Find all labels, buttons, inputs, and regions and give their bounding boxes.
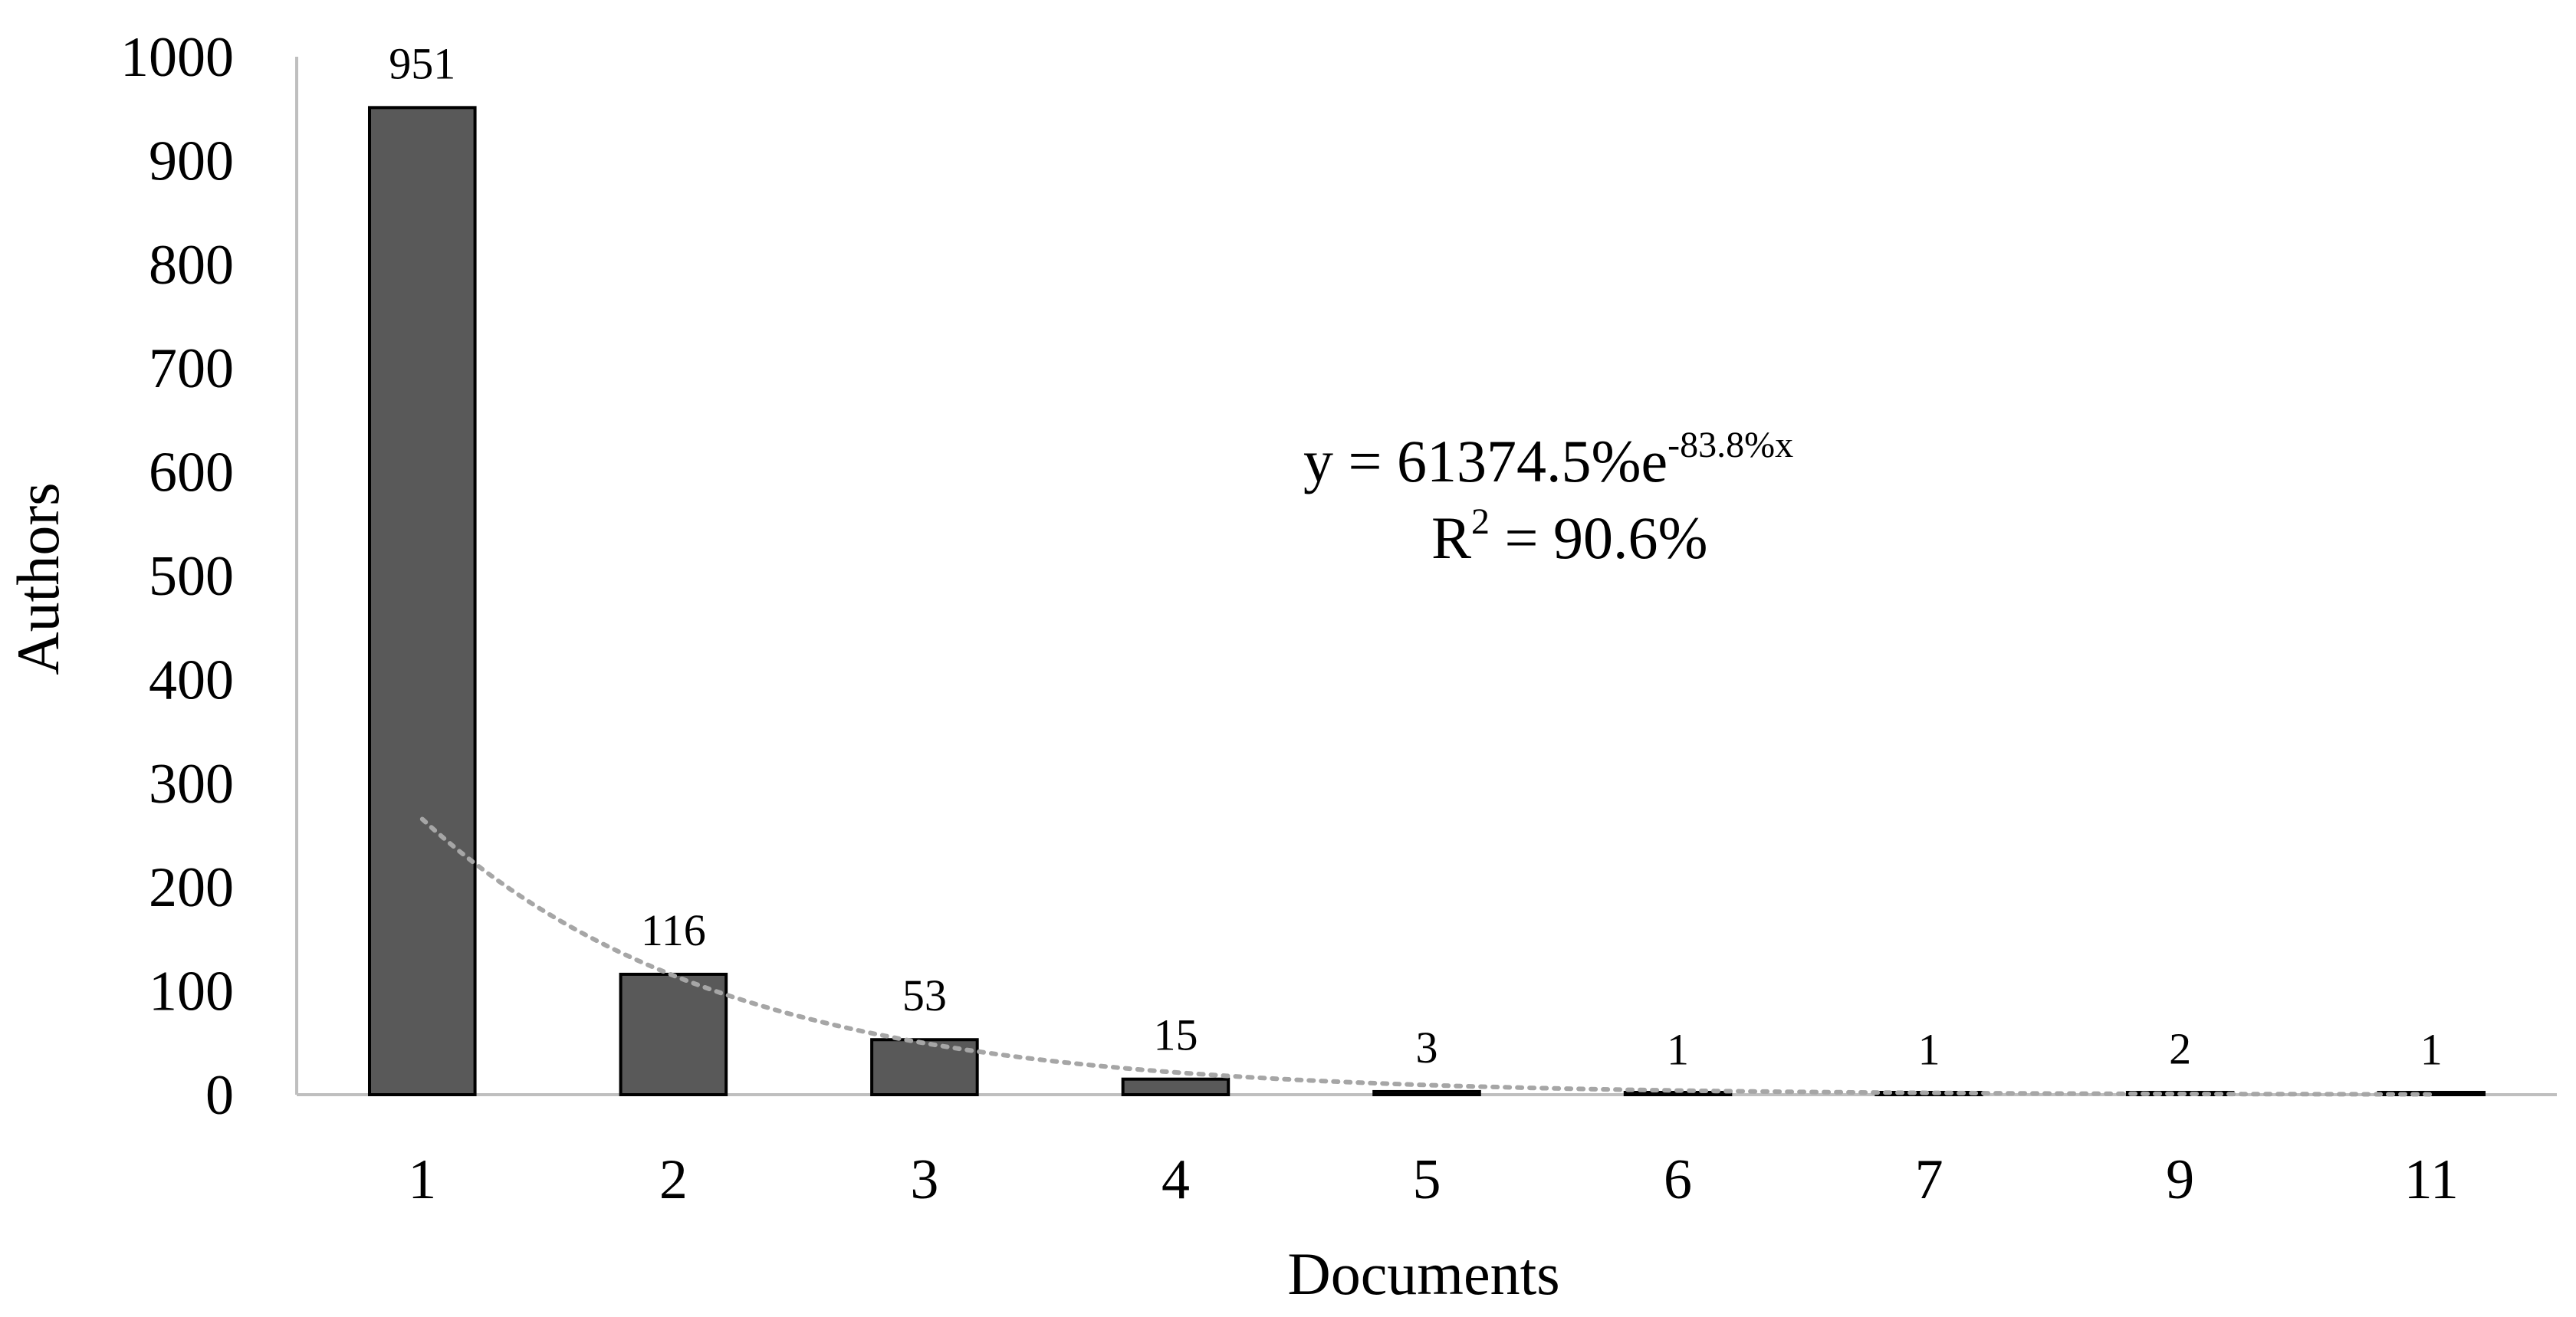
trendline-equation-main: y = 61374.5%e xyxy=(1303,428,1668,494)
bar-data-label: 15 xyxy=(1153,1010,1198,1060)
y-tick-label: 700 xyxy=(149,337,234,400)
x-tick-label: 3 xyxy=(910,1148,938,1211)
x-tick-label: 2 xyxy=(659,1148,688,1211)
y-tick-label: 0 xyxy=(205,1064,234,1127)
x-tick-label: 1 xyxy=(408,1148,436,1211)
trendline-equation: y = 61374.5%e-83.8%x xyxy=(1303,425,1793,494)
bars xyxy=(367,106,2486,1097)
y-tick-label: 900 xyxy=(149,130,234,192)
y-tick-label: 500 xyxy=(149,545,234,608)
x-tick-label: 4 xyxy=(1162,1148,1190,1211)
y-axis-title: Authors xyxy=(5,482,71,675)
data-labels: 951 116 53 15 3 1 1 2 1 xyxy=(389,38,2442,1074)
trendline-r-squared: R2 = 90.6% xyxy=(1431,501,1708,571)
trendline-group xyxy=(419,816,2434,1097)
y-tick-label: 1000 xyxy=(120,26,234,89)
bar-data-label: 1 xyxy=(1918,1025,1940,1075)
x-axis-title: Documents xyxy=(1287,1240,1559,1307)
x-tick-label: 5 xyxy=(1413,1148,1441,1211)
bar xyxy=(1121,1077,1230,1096)
y-tick-label: 600 xyxy=(149,442,234,504)
bar-data-label: 1 xyxy=(2420,1025,2443,1075)
trendline-equation-exponent: -83.8%x xyxy=(1668,425,1793,465)
y-tick-label: 100 xyxy=(149,961,234,1023)
x-tick-label: 6 xyxy=(1664,1148,1692,1211)
r-squared-value: = 90.6% xyxy=(1490,504,1707,571)
bar-data-label: 116 xyxy=(641,905,706,955)
y-tick-label: 200 xyxy=(149,856,234,919)
bar-data-label: 951 xyxy=(389,38,455,88)
bar-data-label: 1 xyxy=(1667,1025,1689,1075)
r-squared-superscript: 2 xyxy=(1471,501,1490,542)
x-axis: 1 2 3 4 5 6 7 9 11 xyxy=(297,1093,2557,1211)
r-squared-base: R xyxy=(1431,504,1471,571)
bar-data-label: 53 xyxy=(902,971,947,1020)
x-tick-label: 11 xyxy=(2404,1148,2459,1211)
bar-data-label: 2 xyxy=(2169,1023,2191,1073)
bar xyxy=(367,106,477,1097)
bar-data-label: 3 xyxy=(1416,1023,1438,1072)
x-tick-label: 9 xyxy=(2166,1148,2194,1211)
y-tick-label: 400 xyxy=(149,649,234,711)
y-tick-label: 300 xyxy=(149,753,234,816)
bar xyxy=(619,972,728,1097)
bar xyxy=(1372,1089,1481,1096)
y-axis: 0 100 200 300 400 500 600 700 800 900 1000 xyxy=(120,26,298,1127)
x-tick-label: 7 xyxy=(1915,1148,1944,1211)
trendline xyxy=(419,816,2434,1097)
y-tick-label: 800 xyxy=(149,234,234,297)
